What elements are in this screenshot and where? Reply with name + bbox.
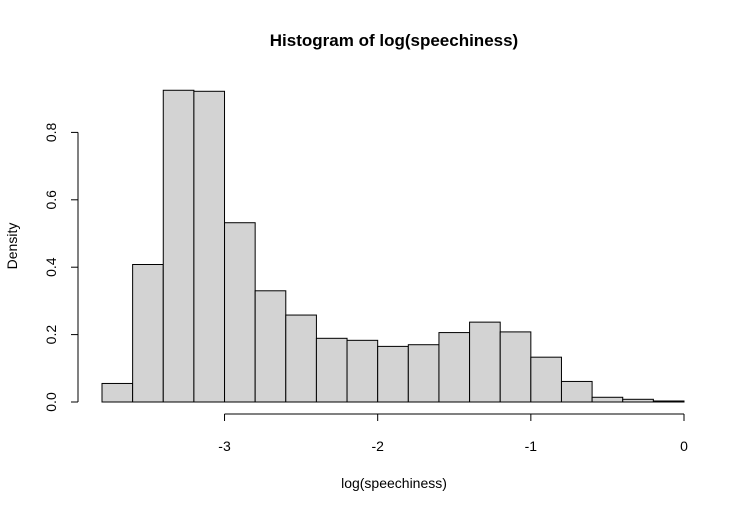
x-tick-label: 0 [680,438,688,454]
y-axis: 0.0 0.2 0.4 0.6 0.8 [43,122,79,412]
histogram-bar [346,339,379,403]
y-tick-label: 0.0 [43,392,59,412]
histogram-bar [224,222,256,403]
x-tick-label: -1 [525,438,538,454]
histogram-bar [469,321,501,403]
histogram-bar [132,264,164,403]
histogram-bar [622,398,654,403]
y-tick-label: 0.6 [43,190,59,210]
histogram-bar [530,356,562,403]
histogram-bar [285,314,317,403]
y-axis-label: Density [4,223,20,270]
histogram-bar [499,331,532,403]
histogram-bar [591,396,624,403]
histogram-bar [652,400,685,403]
y-tick-label: 0.2 [43,325,59,345]
histogram-bar [162,89,195,403]
x-tick-label: -3 [218,438,231,454]
y-tick-label: 0.8 [43,122,59,142]
histogram-bar [254,290,287,403]
bars-group [101,89,685,403]
x-tick-label: -2 [371,438,384,454]
histogram-bar [193,90,226,403]
histogram-bar [407,344,440,403]
y-tick-label: 0.4 [43,257,59,277]
histogram-bar [560,380,593,403]
chart-title: Histogram of log(speechiness) [270,31,518,50]
histogram-bar [377,345,409,403]
x-axis-label: log(speechiness) [341,475,447,491]
histogram-bar [315,337,348,403]
x-axis: -3 -2 -1 0 [218,413,688,454]
histogram-bar [101,382,134,403]
histogram-bar [438,332,471,403]
